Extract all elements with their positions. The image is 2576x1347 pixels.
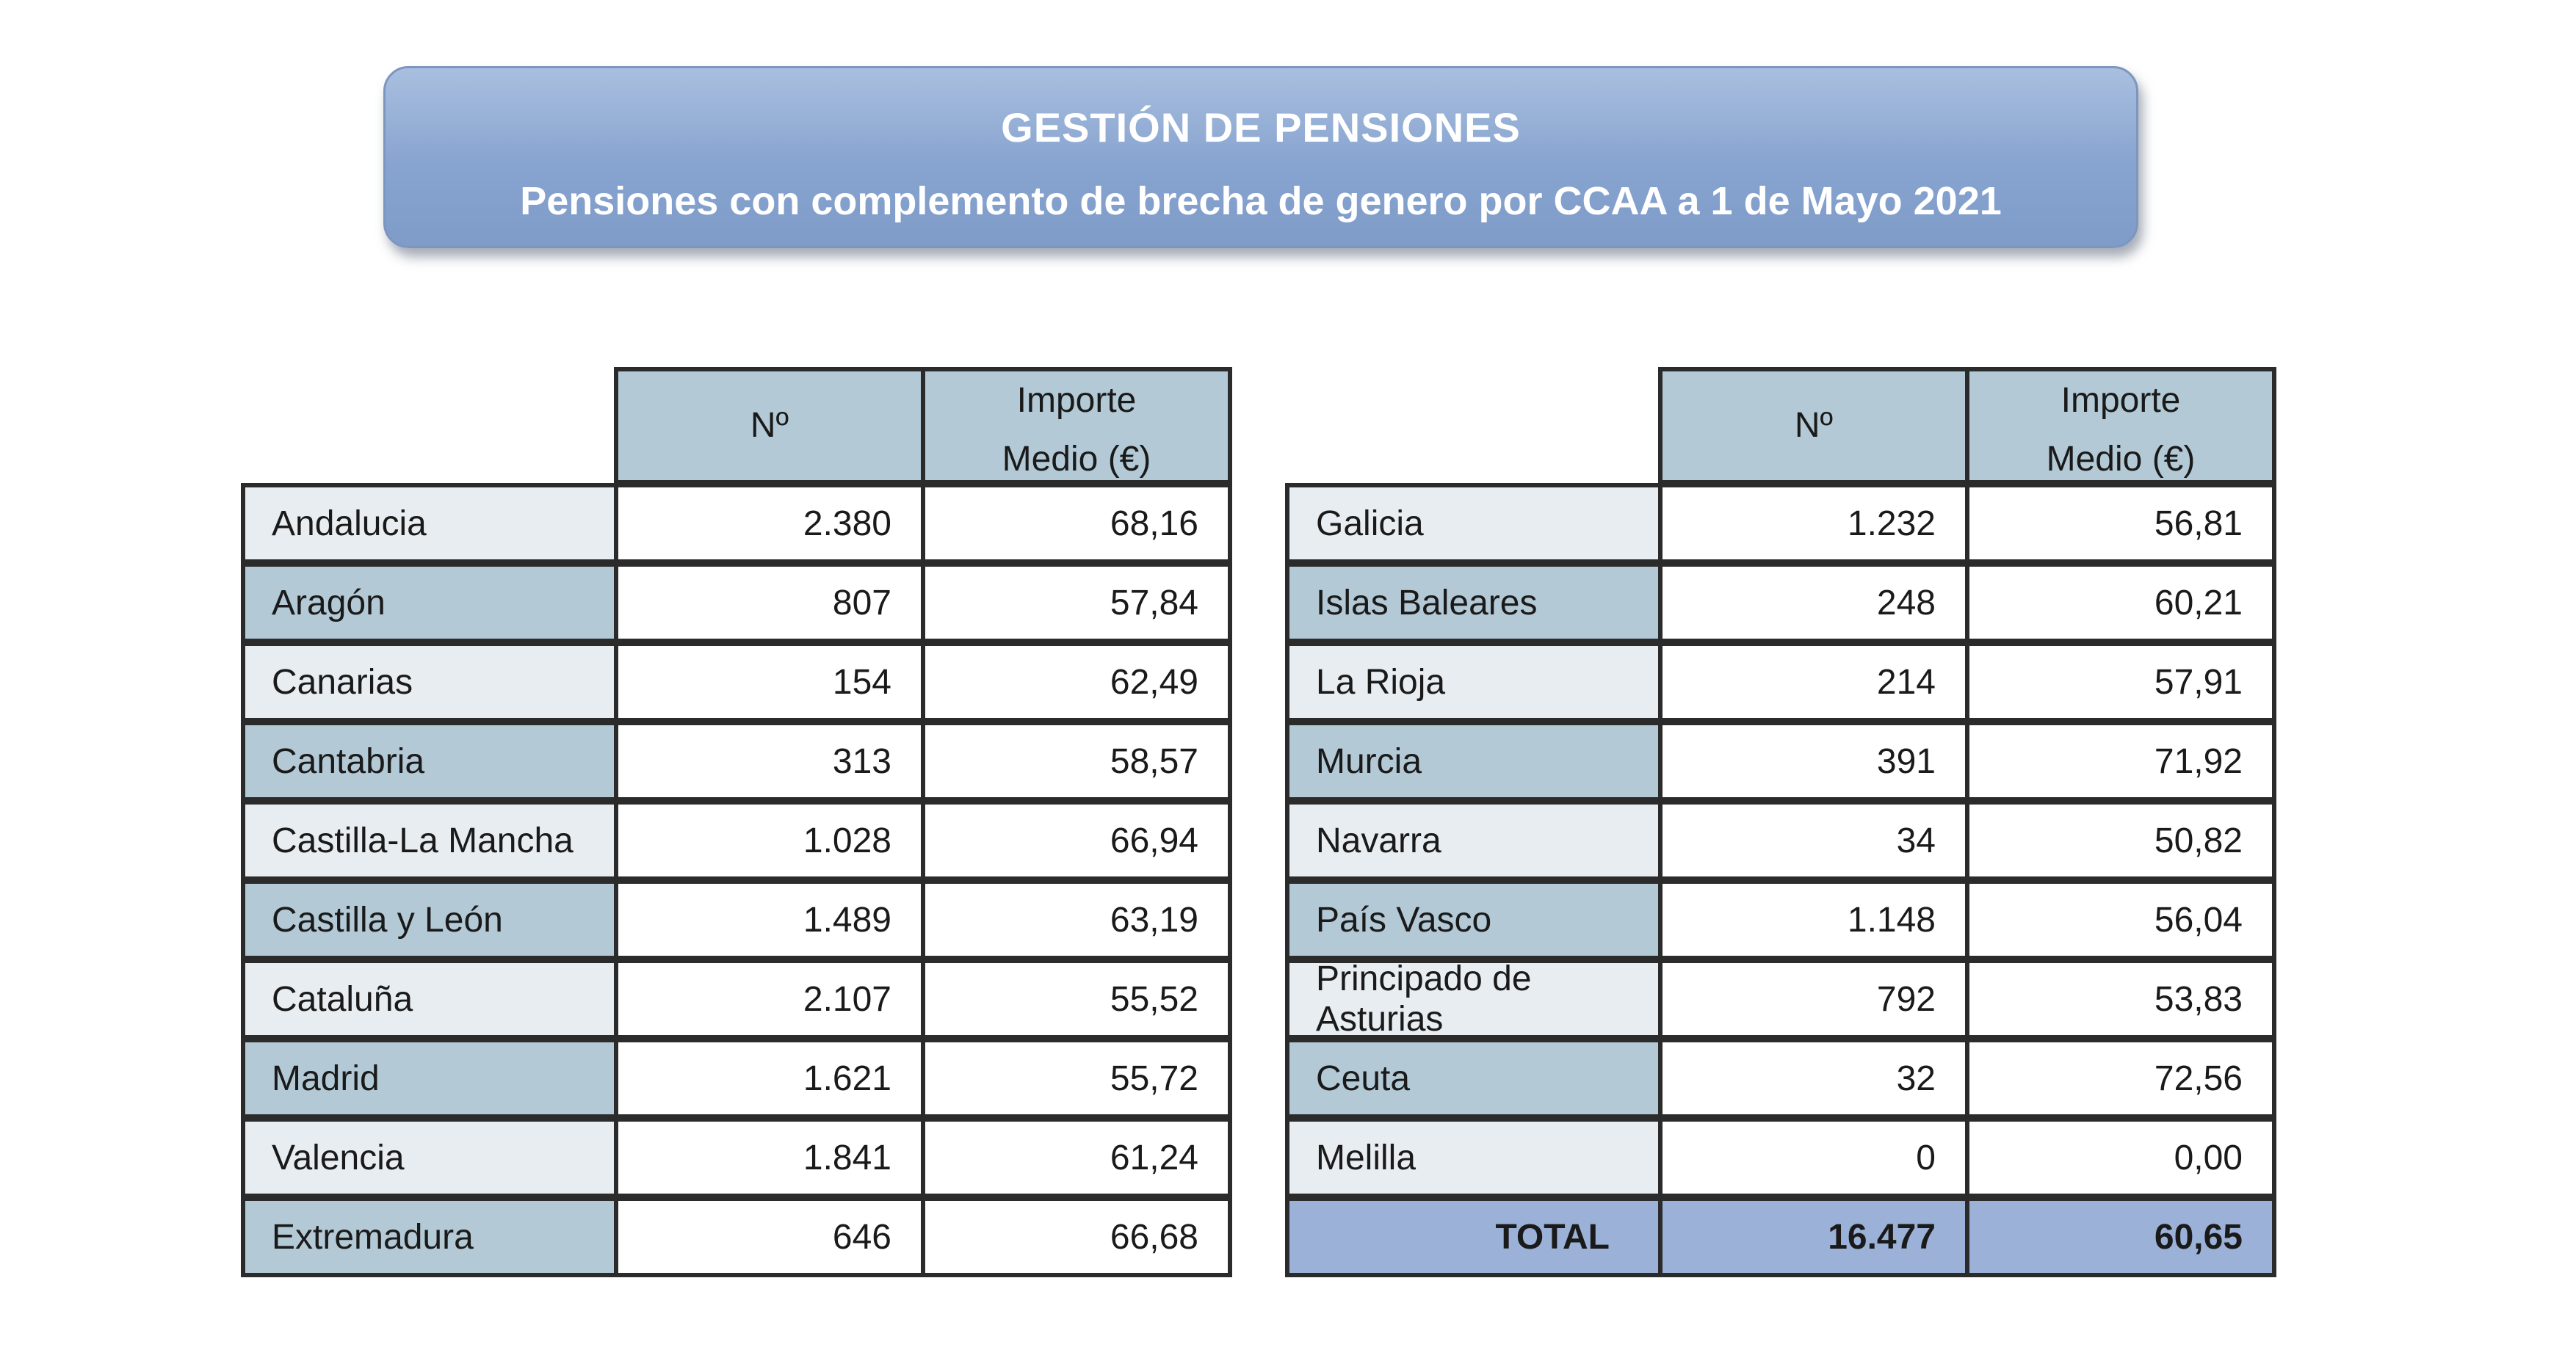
region-name: Cataluña	[245, 963, 614, 1035]
count-value: 248	[1658, 567, 1965, 639]
region-name: Murcia	[1289, 725, 1658, 797]
count-value: 1.028	[614, 805, 921, 876]
region-name: Madrid	[245, 1042, 614, 1114]
table-row: Andalucia 2.380 68,16	[241, 483, 1232, 564]
count-value: 0	[1658, 1122, 1965, 1194]
region-name: Galicia	[1289, 487, 1658, 559]
table-row: Castilla-La Mancha 1.028 66,94	[241, 800, 1232, 881]
average-amount-value: 55,72	[921, 1042, 1228, 1114]
header-importe-line1: Importe	[1016, 381, 1137, 420]
region-name: Navarra	[1289, 805, 1658, 876]
average-amount-value: 50,82	[1965, 805, 2272, 876]
average-amount-value: 60,21	[1965, 567, 2272, 639]
average-amount-value: 55,52	[921, 963, 1228, 1035]
count-value: 214	[1658, 646, 1965, 718]
average-amount-value: 72,56	[1965, 1042, 2272, 1114]
average-amount-value: 68,16	[921, 487, 1228, 559]
table-row: Madrid 1.621 55,72	[241, 1038, 1232, 1119]
region-name: Ceuta	[1289, 1042, 1658, 1114]
average-amount-value: 0,00	[1965, 1122, 2272, 1194]
average-amount-value: 60,65	[1965, 1201, 2272, 1273]
average-amount-value: 66,68	[921, 1201, 1228, 1273]
table-row: Canarias 154 62,49	[241, 642, 1232, 722]
average-amount-value: 71,92	[1965, 725, 2272, 797]
column-header-n: Nº	[1658, 367, 1969, 484]
average-amount-value: 57,91	[1965, 646, 2272, 718]
average-amount-value: 66,94	[921, 805, 1228, 876]
column-header-n: Nº	[614, 367, 925, 484]
table-row: Murcia 391 71,92	[1285, 721, 2276, 802]
region-name: Principado de Asturias	[1289, 959, 1658, 1039]
title-banner: GESTIÓN DE PENSIONES Pensiones con compl…	[383, 66, 2138, 248]
table-row: Islas Baleares 248 60,21	[1285, 562, 2276, 643]
header-importe-line2: Medio (€)	[2046, 440, 2196, 479]
table-row: Valencia 1.841 61,24	[241, 1117, 1232, 1198]
region-name: La Rioja	[1289, 646, 1658, 718]
column-header-importe: Importe Medio (€)	[921, 367, 1232, 484]
header-importe-line1: Importe	[2061, 381, 2181, 420]
count-value: 1.148	[1658, 884, 1965, 956]
count-value: 807	[614, 567, 921, 639]
average-amount-value: 57,84	[921, 567, 1228, 639]
average-amount-value: 53,83	[1965, 963, 2272, 1035]
page-subtitle: Pensiones con complemento de brecha de g…	[520, 179, 2002, 223]
table-row: Navarra 34 50,82	[1285, 800, 2276, 881]
total-row: TOTAL 16.477 60,65	[1285, 1197, 2276, 1277]
count-value: 1.841	[614, 1122, 921, 1194]
table-row: Melilla 0 0,00	[1285, 1117, 2276, 1198]
table-row: Cataluña 2.107 55,52	[241, 959, 1232, 1039]
total-label: TOTAL	[1289, 1201, 1658, 1273]
average-amount-value: 58,57	[921, 725, 1228, 797]
average-amount-value: 63,19	[921, 884, 1228, 956]
table-row: La Rioja 214 57,91	[1285, 642, 2276, 722]
table-row: Ceuta 32 72,56	[1285, 1038, 2276, 1119]
table-row: Principado de Asturias 792 53,83	[1285, 959, 2276, 1039]
page-title: GESTIÓN DE PENSIONES	[1001, 104, 1521, 150]
region-name: Melilla	[1289, 1122, 1658, 1194]
count-value: 16.477	[1658, 1201, 1965, 1273]
region-name: Islas Baleares	[1289, 567, 1658, 639]
region-name: Cantabria	[245, 725, 614, 797]
count-value: 1.489	[614, 884, 921, 956]
table-row: Galicia 1.232 56,81	[1285, 483, 2276, 564]
region-name: Aragón	[245, 567, 614, 639]
average-amount-value: 62,49	[921, 646, 1228, 718]
count-value: 2.380	[614, 487, 921, 559]
average-amount-value: 61,24	[921, 1122, 1228, 1194]
count-value: 34	[1658, 805, 1965, 876]
region-name: Andalucia	[245, 487, 614, 559]
count-value: 2.107	[614, 963, 921, 1035]
table-row: Cantabria 313 58,57	[241, 721, 1232, 802]
count-value: 1.232	[1658, 487, 1965, 559]
table-row: Extremadura 646 66,68	[241, 1197, 1232, 1277]
region-name: País Vasco	[1289, 884, 1658, 956]
table-row: País Vasco 1.148 56,04	[1285, 879, 2276, 960]
count-value: 391	[1658, 725, 1965, 797]
table-row: Aragón 807 57,84	[241, 562, 1232, 643]
count-value: 646	[614, 1201, 921, 1273]
header-importe-line2: Medio (€)	[1002, 440, 1151, 479]
count-value: 32	[1658, 1042, 1965, 1114]
count-value: 792	[1658, 963, 1965, 1035]
count-value: 1.621	[614, 1042, 921, 1114]
region-name: Castilla y León	[245, 884, 614, 956]
region-name: Valencia	[245, 1122, 614, 1194]
average-amount-value: 56,81	[1965, 487, 2272, 559]
table-row: Castilla y León 1.489 63,19	[241, 879, 1232, 960]
region-name: Castilla-La Mancha	[245, 805, 614, 876]
average-amount-value: 56,04	[1965, 884, 2272, 956]
column-header-importe: Importe Medio (€)	[1965, 367, 2276, 484]
region-name: Canarias	[245, 646, 614, 718]
count-value: 154	[614, 646, 921, 718]
region-name: Extremadura	[245, 1201, 614, 1273]
count-value: 313	[614, 725, 921, 797]
